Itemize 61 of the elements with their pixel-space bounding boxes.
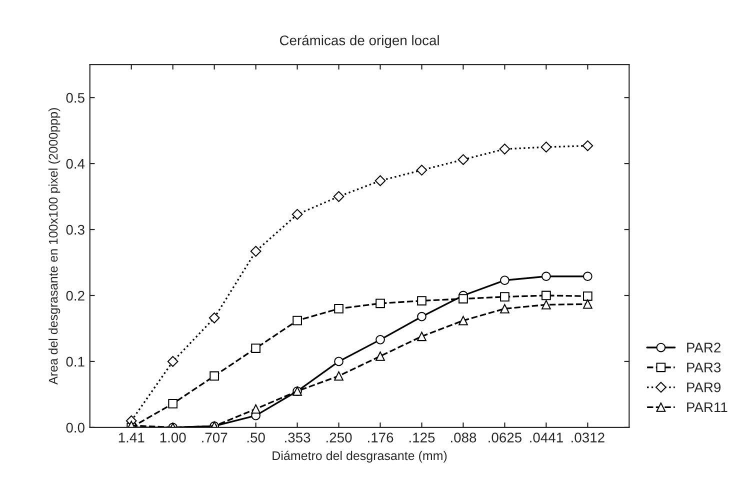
x-tick-label: .125 — [409, 432, 435, 442]
point — [251, 344, 260, 353]
point — [582, 291, 592, 301]
point — [210, 371, 220, 381]
point — [582, 140, 594, 152]
point — [333, 191, 344, 202]
y-axis-title: Area del desgrasante en 100x100 pixel (2000ppp) — [48, 108, 60, 385]
point — [540, 142, 552, 152]
point — [208, 312, 220, 324]
point — [458, 294, 468, 304]
x-tick-label: .250 — [326, 432, 352, 442]
y-tick-label: 0.0 — [66, 422, 84, 433]
point — [168, 398, 178, 408]
point — [376, 335, 385, 344]
point — [582, 299, 592, 309]
y-tick-label: 0.5 — [66, 92, 84, 103]
x-tick-label: .0312 — [572, 432, 604, 442]
point — [334, 356, 344, 366]
y-tick-label: 0.1 — [66, 356, 84, 367]
point — [292, 316, 302, 326]
x-tick-label: .0441 — [530, 432, 563, 442]
point — [167, 356, 178, 367]
point — [251, 404, 260, 414]
point — [500, 276, 510, 286]
point — [542, 290, 551, 300]
x-tick-label: .0625 — [488, 432, 522, 442]
point — [416, 164, 428, 176]
x-tick-label: .50 — [247, 432, 265, 442]
y-tick-label: 0.2 — [66, 290, 84, 301]
point — [500, 304, 510, 314]
y-tick-label: 0.3 — [66, 224, 84, 235]
legend-label: PAR2 — [687, 342, 720, 352]
point — [374, 175, 386, 186]
point — [292, 208, 303, 220]
point — [417, 312, 426, 322]
x-tick-label: .707 — [202, 432, 228, 442]
legend-label: PAR3 — [687, 362, 721, 372]
point — [376, 351, 385, 361]
point — [417, 332, 426, 342]
point — [542, 300, 551, 310]
legend-label: PAR9 — [687, 382, 721, 392]
x-tick-label: 1.41 — [118, 432, 144, 442]
point — [542, 272, 551, 282]
x-tick-label: .088 — [450, 432, 476, 442]
point — [458, 154, 469, 166]
x-tick-label: .176 — [368, 432, 394, 442]
point — [500, 292, 510, 302]
point — [417, 296, 426, 306]
chart-title: Cerámicas de origen local — [280, 34, 439, 48]
point — [250, 246, 262, 257]
y-tick-label: 0.4 — [66, 158, 85, 169]
x-tick-label: .353 — [285, 432, 310, 442]
point — [499, 144, 510, 154]
point — [334, 371, 344, 381]
legend-label: PAR11 — [687, 402, 728, 412]
x-axis-title: Diámetro del desgrasante (mm) — [272, 450, 447, 463]
point — [458, 316, 468, 326]
point — [334, 304, 344, 314]
x-tick-label: 1.00 — [160, 432, 186, 442]
point — [376, 298, 385, 308]
point — [582, 272, 592, 282]
